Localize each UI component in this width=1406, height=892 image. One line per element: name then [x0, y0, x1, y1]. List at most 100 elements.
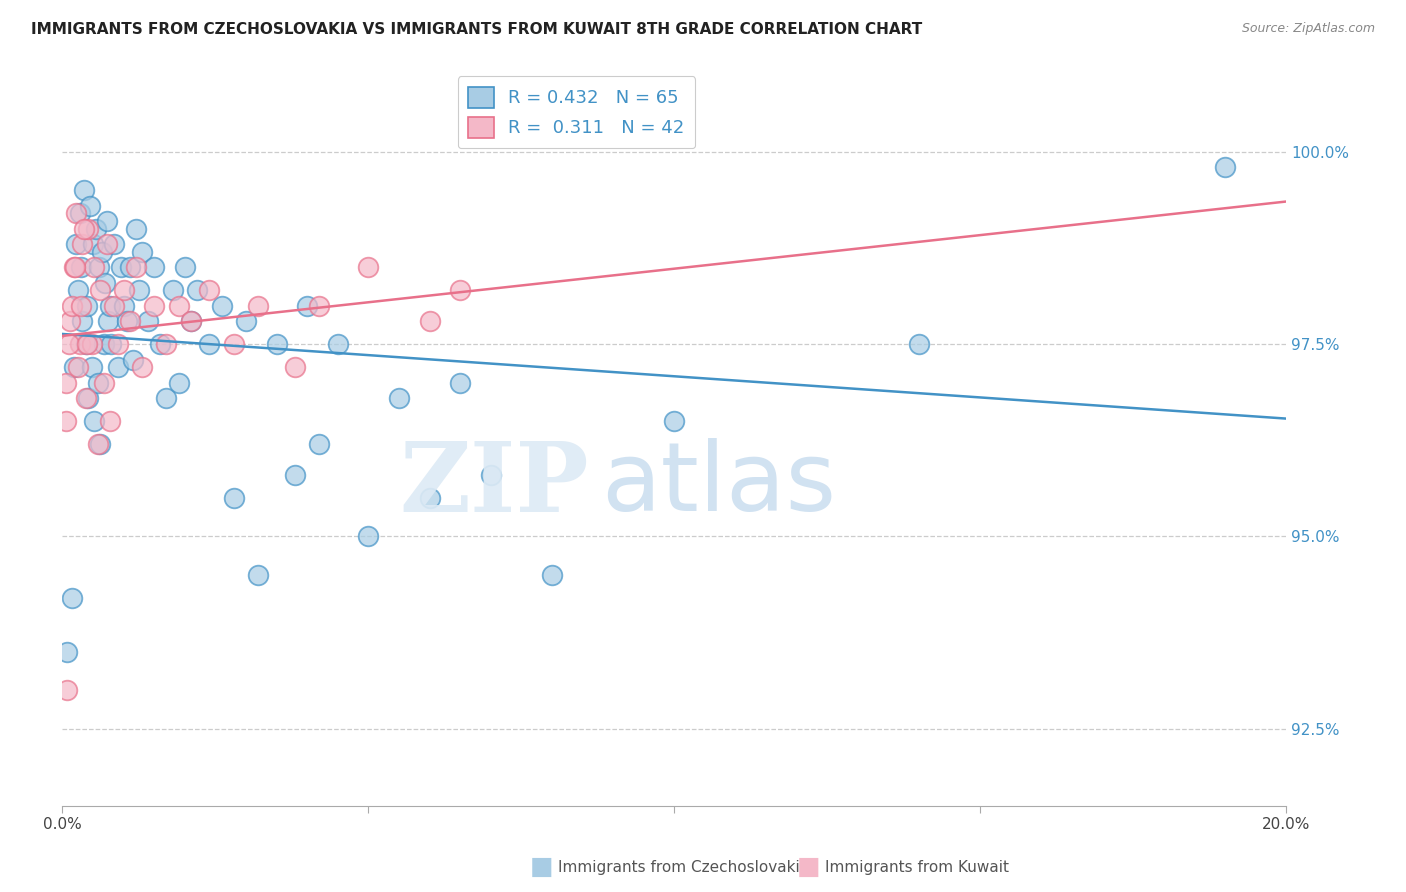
Point	[266, 337, 288, 351]
Point	[125, 260, 148, 275]
Point	[419, 314, 441, 328]
Point	[173, 260, 195, 275]
Point	[60, 591, 83, 605]
Point	[73, 221, 96, 235]
Point	[308, 299, 330, 313]
Point	[97, 314, 120, 328]
Point	[419, 491, 441, 505]
Point	[198, 283, 221, 297]
Point	[222, 491, 245, 505]
Point	[100, 337, 122, 351]
Point	[180, 314, 202, 328]
Point	[62, 360, 84, 375]
Point	[65, 237, 87, 252]
Point	[247, 567, 270, 582]
Point	[94, 276, 117, 290]
Point	[83, 414, 105, 428]
Point	[56, 683, 79, 698]
Point	[87, 437, 110, 451]
Point	[167, 299, 190, 313]
Point	[479, 467, 502, 482]
Point	[112, 283, 135, 297]
Point	[63, 260, 86, 275]
Point	[55, 414, 77, 428]
Point	[62, 260, 84, 275]
Point	[235, 314, 257, 328]
Point	[77, 391, 100, 405]
Point	[155, 391, 177, 405]
Point	[125, 221, 148, 235]
Point	[73, 183, 96, 197]
Text: atlas: atlas	[600, 438, 837, 532]
Point	[75, 337, 97, 351]
Point	[180, 314, 202, 328]
Point	[131, 244, 153, 259]
Point	[98, 299, 121, 313]
Point	[76, 299, 98, 313]
Point	[167, 376, 190, 390]
Point	[91, 244, 114, 259]
Text: Immigrants from Kuwait: Immigrants from Kuwait	[825, 860, 1010, 874]
Point	[211, 299, 233, 313]
Point	[149, 337, 172, 351]
Text: IMMIGRANTS FROM CZECHOSLOVAKIA VS IMMIGRANTS FROM KUWAIT 8TH GRADE CORRELATION C: IMMIGRANTS FROM CZECHOSLOVAKIA VS IMMIGR…	[31, 22, 922, 37]
Point	[357, 260, 380, 275]
Point	[79, 199, 101, 213]
Point	[70, 299, 93, 313]
Point	[295, 299, 318, 313]
Point	[82, 237, 104, 252]
Text: ZIP: ZIP	[399, 438, 589, 532]
Point	[83, 260, 105, 275]
Point	[65, 206, 87, 220]
Point	[136, 314, 159, 328]
Point	[118, 314, 141, 328]
Point	[76, 337, 98, 351]
Point	[69, 206, 91, 220]
Point	[128, 283, 150, 297]
Point	[66, 360, 89, 375]
Legend: R = 0.432   N = 65, R =  0.311   N = 42: R = 0.432 N = 65, R = 0.311 N = 42	[457, 76, 695, 148]
Point	[284, 360, 307, 375]
Point	[84, 221, 107, 235]
Point	[77, 221, 100, 235]
Point	[69, 337, 91, 351]
Point	[66, 283, 89, 297]
Point	[80, 337, 103, 351]
Text: Immigrants from Czechoslovakia: Immigrants from Czechoslovakia	[558, 860, 810, 874]
Point	[107, 360, 129, 375]
Point	[198, 337, 221, 351]
Point	[131, 360, 153, 375]
Point	[162, 283, 184, 297]
Point	[110, 260, 132, 275]
Point	[326, 337, 349, 351]
Text: ■: ■	[530, 855, 553, 879]
Point	[70, 237, 93, 252]
Point	[93, 337, 115, 351]
Point	[118, 260, 141, 275]
Point	[98, 414, 121, 428]
Point	[449, 376, 471, 390]
Point	[75, 391, 97, 405]
Point	[155, 337, 177, 351]
Point	[388, 391, 411, 405]
Text: ■: ■	[797, 855, 820, 879]
Point	[357, 529, 380, 543]
Point	[664, 414, 686, 428]
Point	[247, 299, 270, 313]
Point	[59, 314, 82, 328]
Point	[284, 467, 307, 482]
Point	[70, 260, 93, 275]
Text: Source: ZipAtlas.com: Source: ZipAtlas.com	[1241, 22, 1375, 36]
Point	[93, 376, 115, 390]
Point	[115, 314, 138, 328]
Point	[107, 337, 129, 351]
Point	[56, 645, 79, 659]
Point	[143, 299, 166, 313]
Point	[222, 337, 245, 351]
Point	[87, 376, 110, 390]
Point	[58, 337, 80, 351]
Point	[186, 283, 208, 297]
Point	[541, 567, 564, 582]
Point	[96, 237, 118, 252]
Point	[308, 437, 330, 451]
